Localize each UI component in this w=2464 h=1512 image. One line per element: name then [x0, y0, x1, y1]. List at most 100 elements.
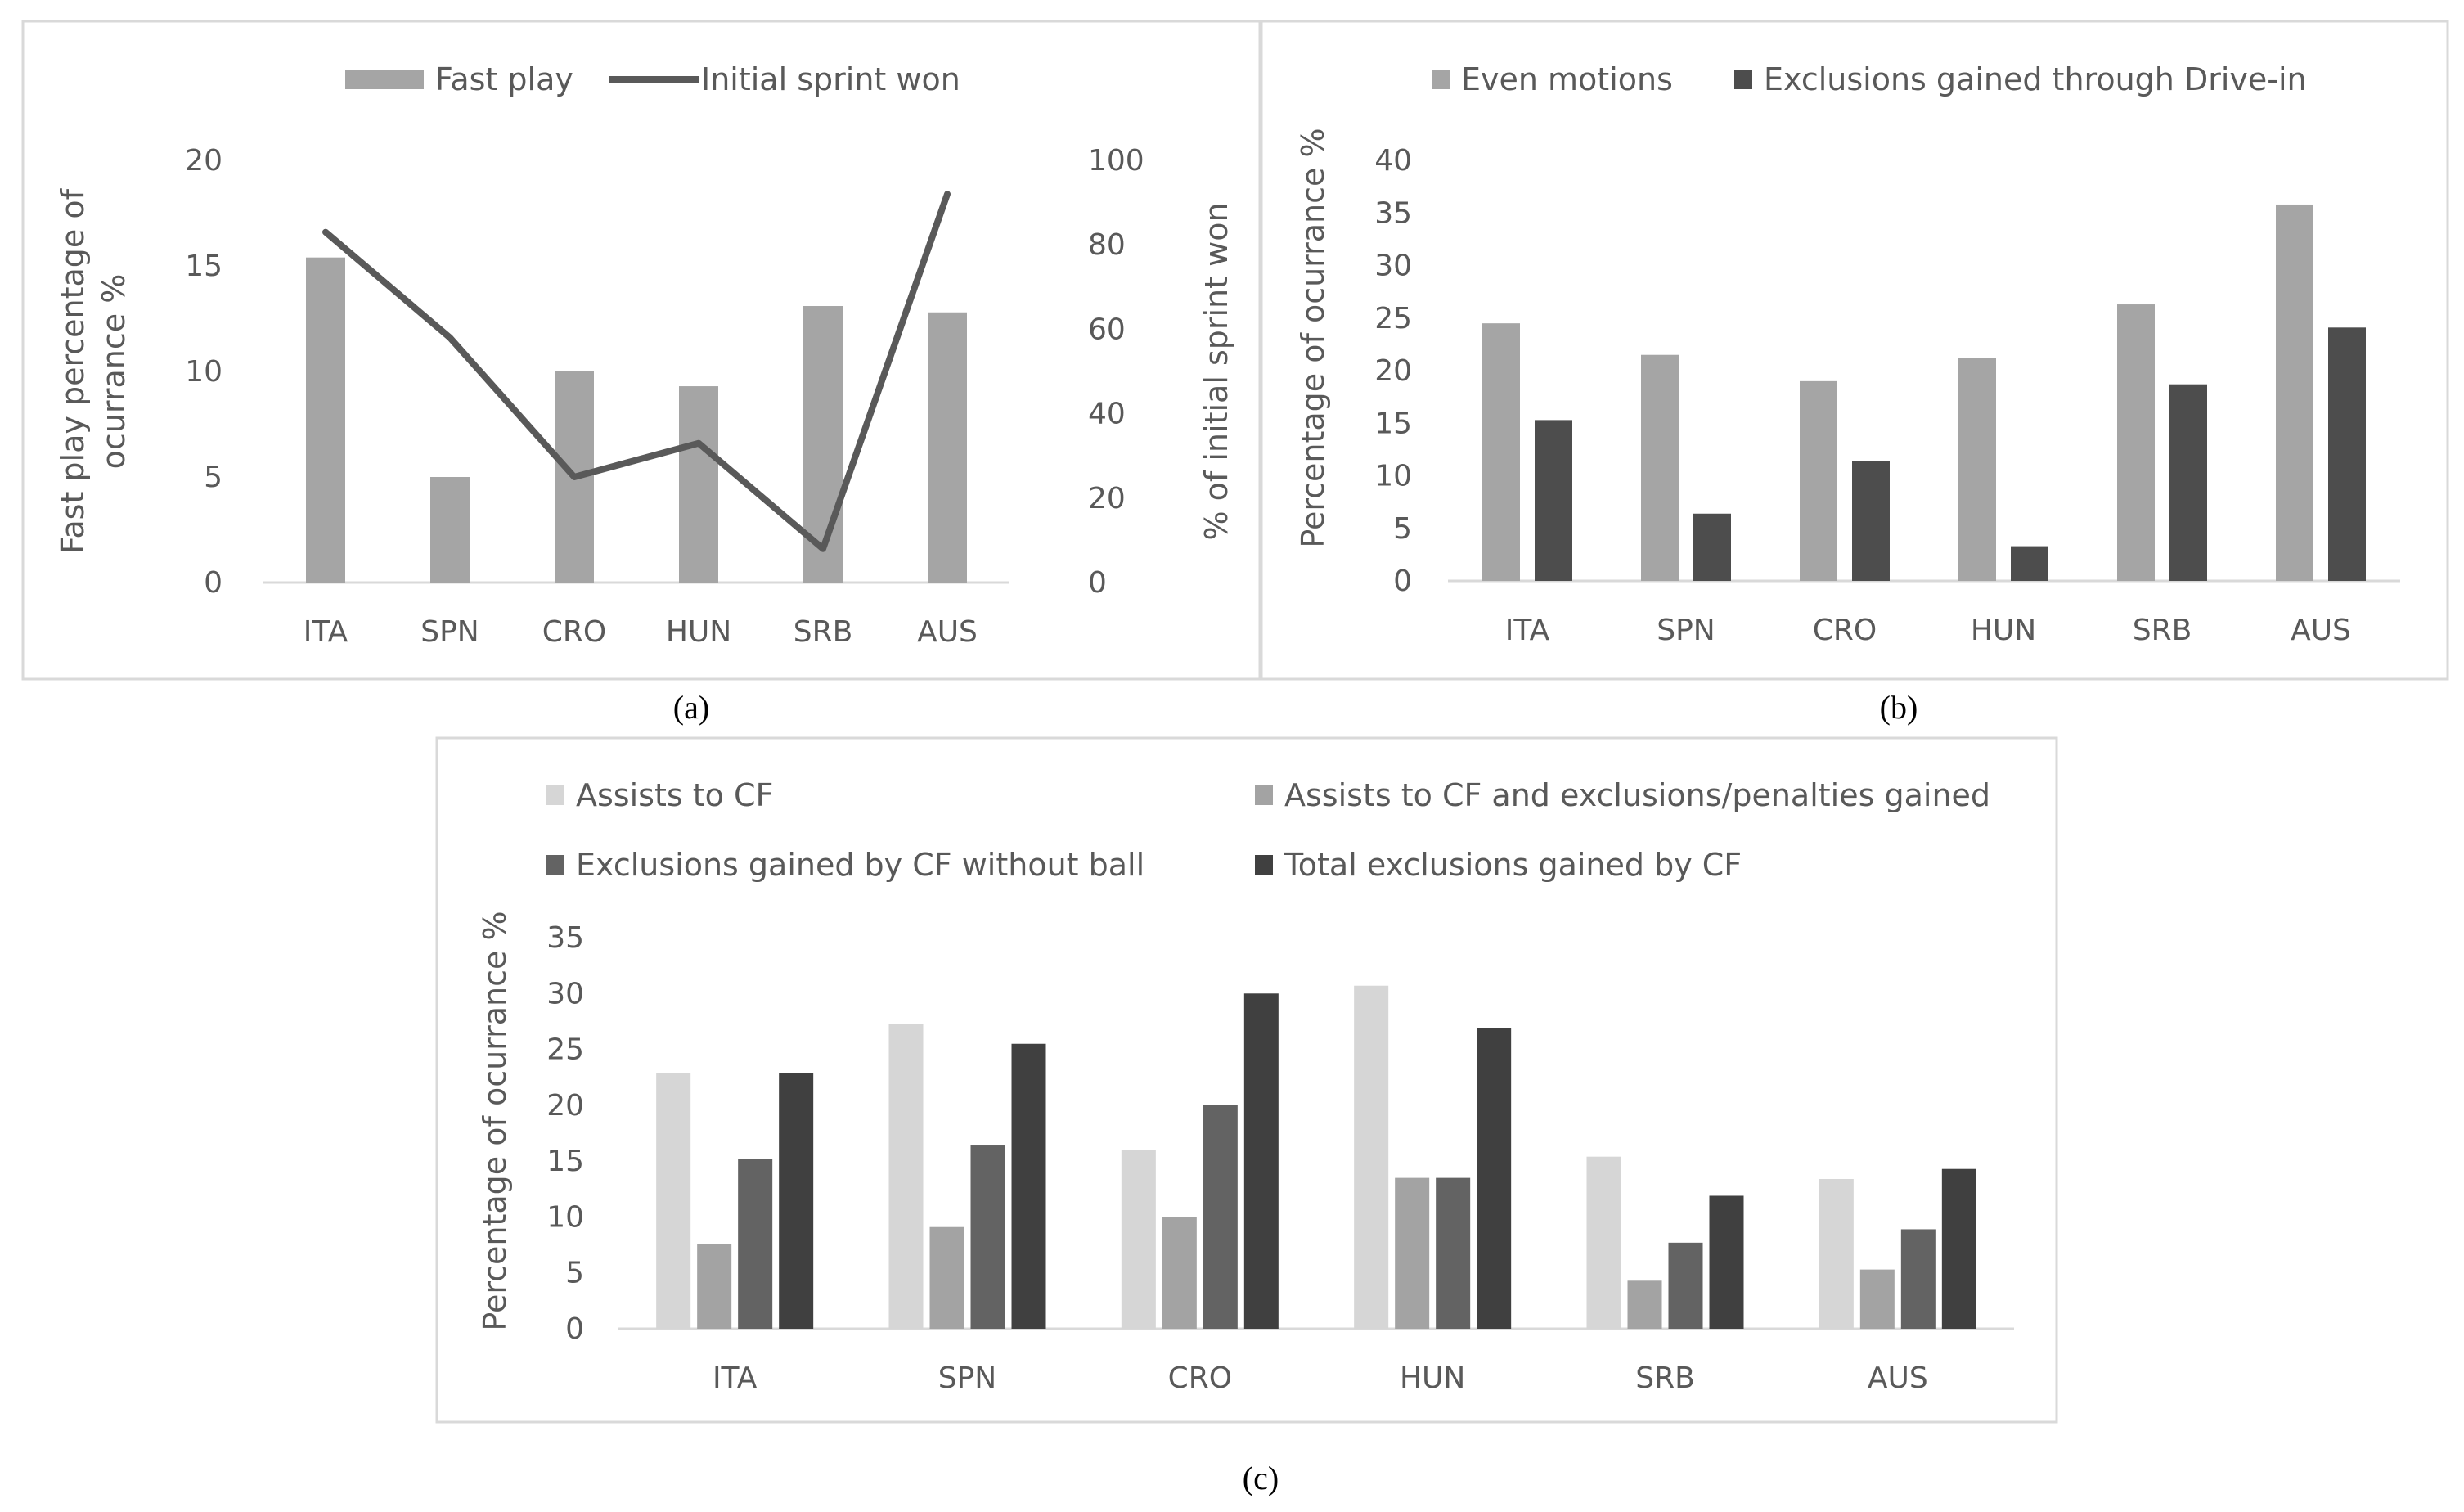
- chart-b-bar: [1852, 461, 1890, 581]
- chart-b-y-axis-title: Percentage of ocurrance %: [1295, 128, 1331, 547]
- chart-a-x-tick: HUN: [666, 615, 731, 649]
- chart-a-y-tick: 0: [204, 566, 223, 600]
- chart-c-y-tick: 15: [546, 1145, 584, 1178]
- chart-b-caption: (b): [1880, 689, 1918, 726]
- chart-c-legend-label: Assists to CF and exclusions/penalties g…: [1284, 777, 1990, 813]
- chart-c-y-axis-title: Percentage of ocurrance %: [477, 911, 513, 1330]
- chart-c-bar: [970, 1145, 1005, 1329]
- chart-c-bar: [1354, 985, 1389, 1329]
- chart-b-bar: [1535, 420, 1572, 581]
- chart-b-legend-label: Even motions: [1461, 61, 1673, 97]
- chart-b-legend-swatch: [1432, 70, 1450, 89]
- chart-c-caption: (c): [1243, 1460, 1279, 1496]
- chart-c-x-tick: CRO: [1168, 1361, 1233, 1395]
- chart-c-bar: [1011, 1043, 1046, 1329]
- chart-b-bar: [1641, 354, 1679, 581]
- chart-c-y-tick: 5: [565, 1257, 584, 1290]
- chart-c-bar: [1203, 1105, 1238, 1329]
- chart-b-bar: [2117, 304, 2155, 581]
- chart-a-x-tick: SPN: [420, 615, 479, 649]
- chart-a: 0 5 10 15 20 0 20 40 60 80 100 ITA SPN CRO HUN SRB AUS Fa…: [21, 20, 1261, 681]
- chart-b-y-tick: 5: [1393, 512, 1412, 546]
- chart-c-bar: [1627, 1280, 1662, 1329]
- chart-c-y-tick: 25: [546, 1033, 584, 1067]
- chart-b-x-tick: ITA: [1505, 614, 1550, 647]
- chart-b-x-tick: CRO: [1813, 614, 1877, 647]
- chart-a-x-tick: CRO: [542, 615, 607, 649]
- chart-a-bar: [430, 477, 470, 583]
- chart-c-legend-label: Total exclusions gained by CF: [1284, 847, 1742, 883]
- chart-b-y-tick: 0: [1393, 565, 1412, 598]
- chart-a-y2-axis-title: % of initial sprint won: [1198, 202, 1234, 540]
- chart-a-bar: [679, 386, 718, 583]
- chart-a-y2-tick: 40: [1088, 398, 1126, 431]
- chart-b-bar: [2169, 384, 2207, 581]
- chart-a-x-tick: ITA: [304, 615, 348, 649]
- chart-a-y-tick: 10: [185, 355, 223, 389]
- chart-b-y-tick: 15: [1374, 407, 1412, 440]
- chart-c-bar: [738, 1159, 773, 1329]
- chart-b-legend-swatch: [1734, 70, 1752, 89]
- chart-c-legend-swatch: [1255, 785, 1273, 805]
- chart-a-y2-tick: 20: [1088, 482, 1126, 515]
- chart-c-legend-swatch: [546, 785, 564, 805]
- chart-a-bar: [928, 312, 967, 583]
- chart-b-bar: [1958, 358, 1996, 581]
- chart-c-bar: [1859, 1269, 1895, 1329]
- chart-c: 0 5 10 15 20 25 30 35 ITA SPN CRO HUN SRB AUS Assists …: [435, 736, 2058, 1424]
- chart-b-bar: [2276, 204, 2313, 581]
- chart-b-x-tick: SPN: [1657, 614, 1715, 647]
- chart-a-y2-tick: 80: [1088, 228, 1126, 262]
- chart-c-x-tick: AUS: [1868, 1361, 1928, 1395]
- chart-b-bar: [2011, 546, 2048, 581]
- chart-b-y-tick: 35: [1374, 196, 1412, 230]
- chart-b-y-tick: 40: [1374, 144, 1412, 178]
- chart-c-x-tick: HUN: [1400, 1361, 1465, 1395]
- chart-c-bar: [656, 1073, 691, 1329]
- chart-b-legend-label: Exclusions gained through Drive-in: [1764, 61, 2307, 97]
- chart-a-frame: [21, 20, 1261, 681]
- chart-c-bar: [1395, 1177, 1430, 1329]
- chart-a-y-axis-title-line: Fast play percentage of: [55, 187, 91, 554]
- chart-c-bar: [1586, 1156, 1621, 1329]
- chart-a-y2-tick: 100: [1088, 144, 1144, 178]
- chart-a-y-tick: 15: [185, 250, 223, 283]
- chart-b-x-tick: HUN: [1971, 614, 2036, 647]
- chart-a-y-tick: 20: [185, 144, 223, 178]
- chart-b: 0 5 10 15 20 25 30 35 40 ITA SPN CRO HUN SRB AUS Even m…: [1260, 20, 2449, 681]
- chart-c-bar: [779, 1073, 814, 1329]
- chart-a-legend-label: Initial sprint won: [701, 61, 960, 97]
- chart-c-y-tick: 35: [546, 921, 584, 955]
- chart-c-bar: [697, 1244, 732, 1329]
- chart-b-x-tick: AUS: [2291, 614, 2351, 647]
- chart-a-y2-tick: 0: [1088, 566, 1107, 600]
- chart-c-bar: [1709, 1195, 1744, 1329]
- chart-c-x-tick: SPN: [938, 1361, 997, 1395]
- chart-b-y-tick: 25: [1374, 302, 1412, 335]
- chart-c-bar: [1162, 1217, 1197, 1329]
- chart-a-legend-swatch: [345, 70, 424, 89]
- chart-b-bar: [1693, 513, 1731, 581]
- chart-c-bar: [929, 1226, 964, 1329]
- chart-c-bar: [1941, 1168, 1976, 1329]
- chart-b-bar: [1482, 323, 1520, 581]
- chart-c-bar: [1121, 1150, 1156, 1329]
- chart-c-y-tick: 30: [546, 977, 584, 1010]
- chart-a-caption: (a): [673, 689, 709, 726]
- chart-c-bar: [1477, 1028, 1512, 1329]
- chart-c-legend-label: Exclusions gained by CF without ball: [576, 847, 1144, 883]
- chart-a-x-tick: SRB: [794, 615, 853, 649]
- chart-a-y2-tick: 60: [1088, 313, 1126, 346]
- chart-a-y-axis-title: Fast play percentage of ocurrance %: [55, 187, 132, 554]
- chart-c-x-tick: ITA: [713, 1361, 758, 1395]
- chart-b-bar: [2328, 327, 2366, 581]
- chart-a-y-axis-title-line: ocurrance %: [96, 274, 132, 470]
- chart-c-x-tick: SRB: [1635, 1361, 1695, 1395]
- chart-c-legend-label: Assists to CF: [576, 777, 773, 813]
- chart-b-y-tick: 30: [1374, 250, 1412, 283]
- chart-a-x-tick: AUS: [917, 615, 978, 649]
- chart-c-bar: [1436, 1177, 1471, 1329]
- chart-a-series-line: [322, 191, 951, 552]
- chart-a-legend-label: Fast play: [435, 61, 573, 97]
